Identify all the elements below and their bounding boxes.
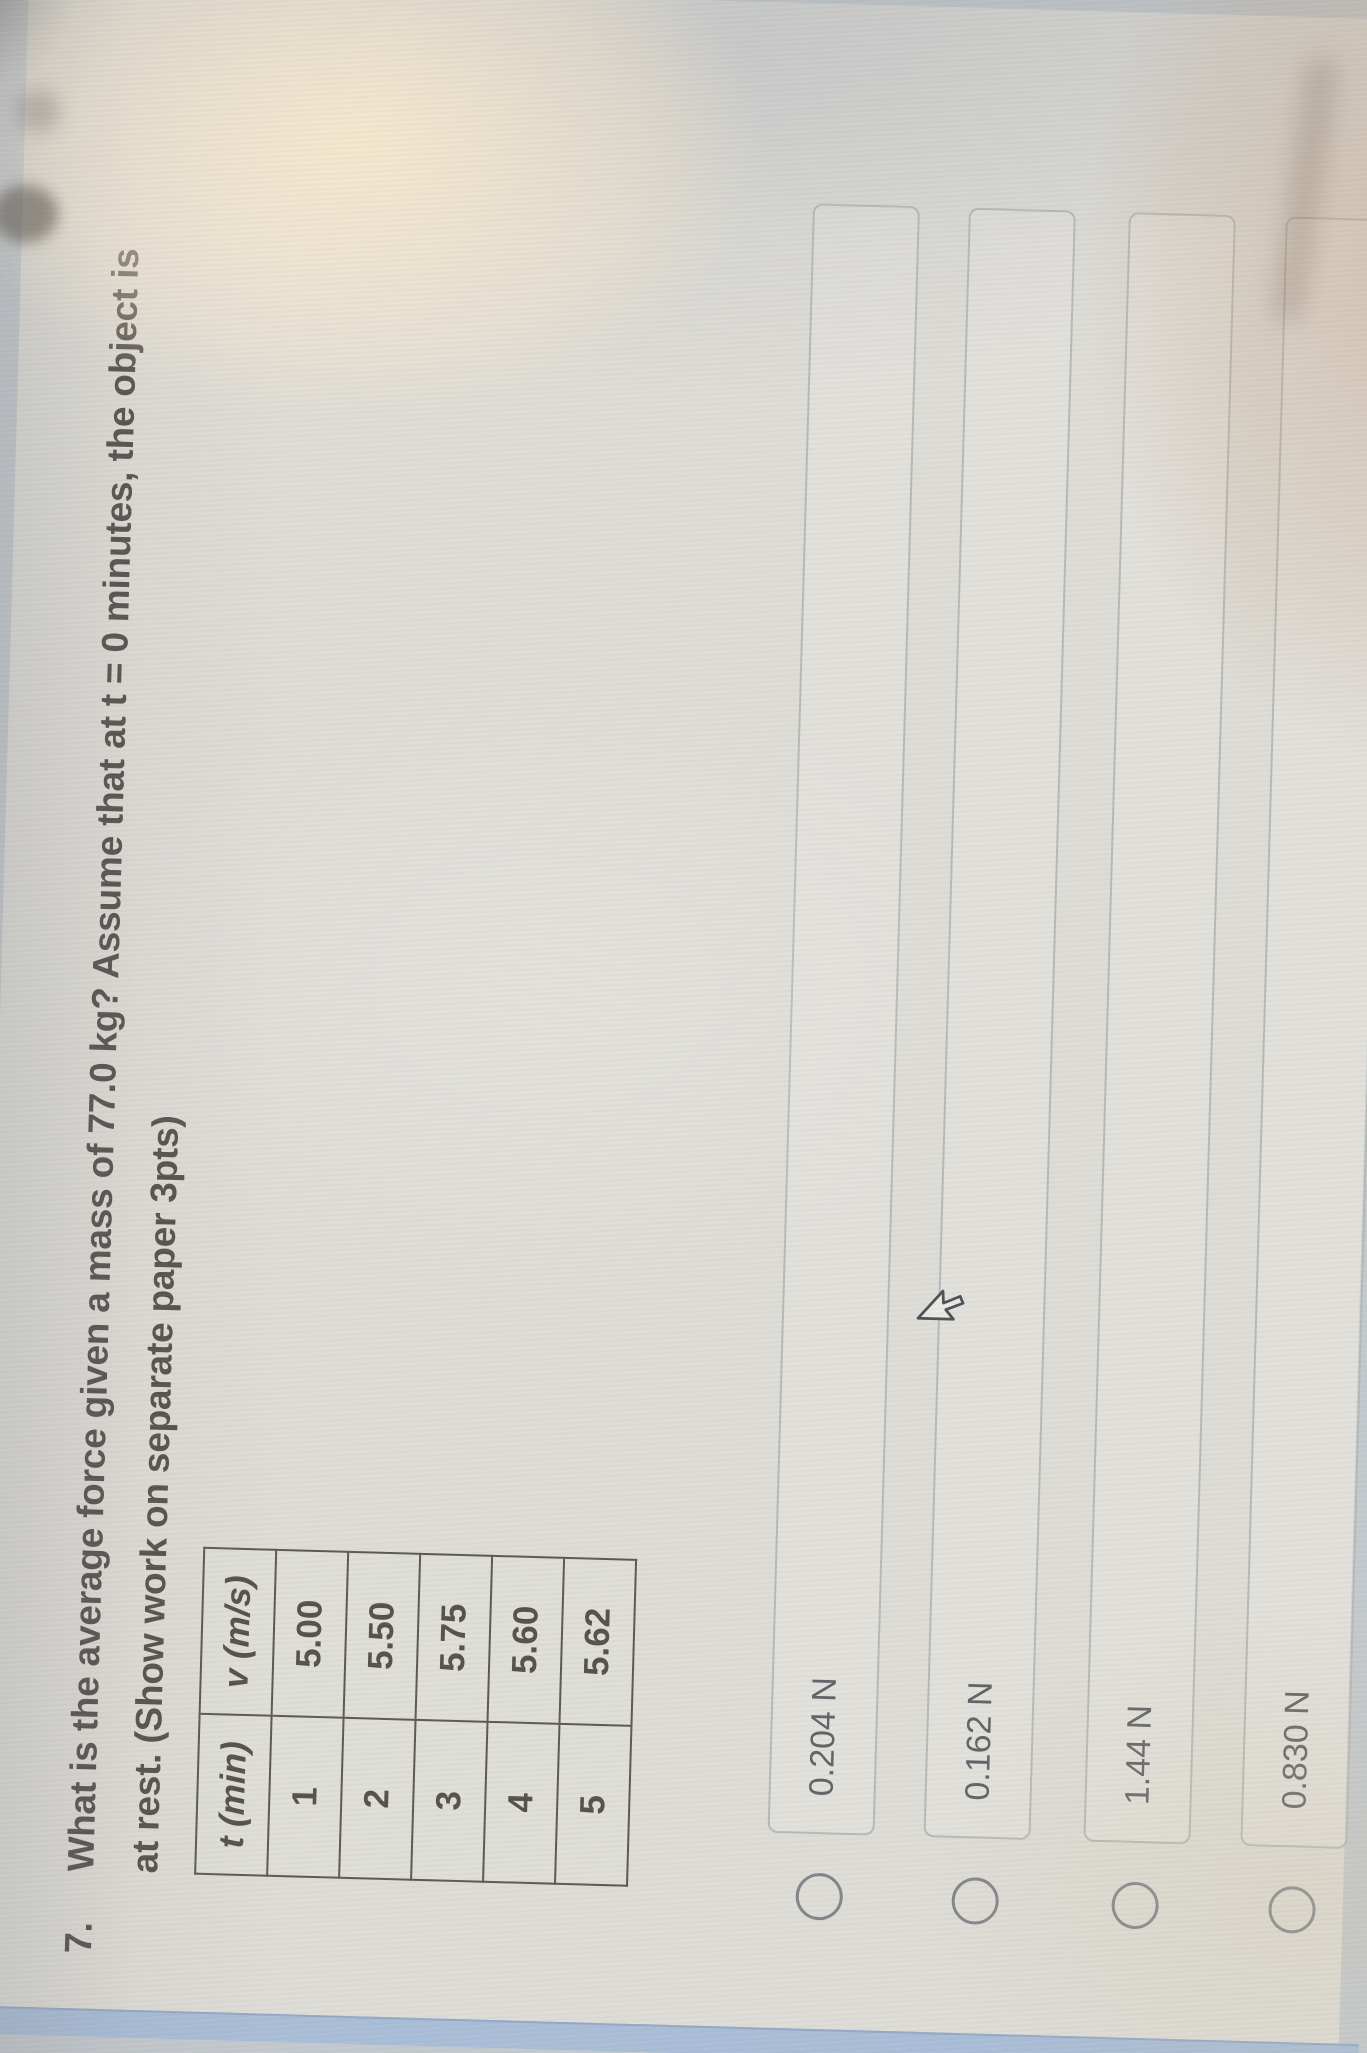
table-cell-t: 5: [555, 1723, 632, 1886]
answer-option-box-4[interactable]: 0.830 N: [1240, 216, 1367, 1849]
radio-button-option-3[interactable]: [1110, 1881, 1160, 1930]
table-row: 3 5.75: [411, 1553, 493, 1882]
table-cell-v: 5.00: [271, 1549, 349, 1718]
table-header-v-ms: v (m/s): [199, 1547, 277, 1716]
radio-button-option-2[interactable]: [951, 1876, 1000, 1926]
table-cell-t: 3: [411, 1719, 488, 1882]
table-cell-t: 2: [339, 1717, 416, 1880]
answer-option-2: 0.162 N: [921, 207, 1076, 1926]
table-cell-t: 4: [483, 1721, 560, 1884]
mouse-cursor-arrow-icon: [916, 1289, 965, 1321]
table-header-t-min: t (min): [195, 1713, 272, 1876]
velocity-time-table: t (min) v (m/s) 1 5.00 2 5.50 3 5.75 4 5…: [194, 1546, 638, 1887]
answer-option-label: 0.204 N: [802, 1676, 844, 1797]
answer-option-box-2[interactable]: 0.162 N: [923, 207, 1076, 1841]
answer-option-box-3[interactable]: 1.44 N: [1083, 212, 1236, 1845]
table-row: 5 5.62: [555, 1557, 637, 1886]
question-text-line2: at rest. (Show work on separate paper 3p…: [124, 1114, 187, 1874]
radio-button-option-4[interactable]: [1267, 1885, 1317, 1934]
radio-button-option-1[interactable]: [795, 1872, 844, 1921]
answer-option-4: 0.830 N: [1238, 216, 1367, 1935]
table-cell-t: 1: [267, 1715, 344, 1878]
question-number: 7.: [57, 1921, 101, 1955]
answer-option-label: 1.44 N: [1118, 1704, 1160, 1806]
table-cell-v: 5.62: [559, 1557, 637, 1726]
answer-option-1: 0.204 N: [765, 203, 920, 1921]
table-row: 2 5.50: [339, 1551, 421, 1880]
answer-option-label: 0.830 N: [1275, 1689, 1317, 1810]
answer-option-3: 1.44 N: [1081, 212, 1236, 1930]
table-cell-v: 5.60: [487, 1555, 565, 1724]
table-cell-v: 5.50: [343, 1551, 421, 1720]
page-edge-strip: [0, 2004, 1359, 2053]
table-row: 1 5.00: [267, 1549, 349, 1878]
table-cell-v: 5.75: [415, 1553, 493, 1722]
table-row: 4 5.60: [483, 1555, 565, 1884]
table-header-row: t (min) v (m/s): [195, 1547, 277, 1876]
answer-option-box-1[interactable]: 0.204 N: [767, 203, 920, 1836]
answer-option-label: 0.162 N: [958, 1680, 1000, 1802]
